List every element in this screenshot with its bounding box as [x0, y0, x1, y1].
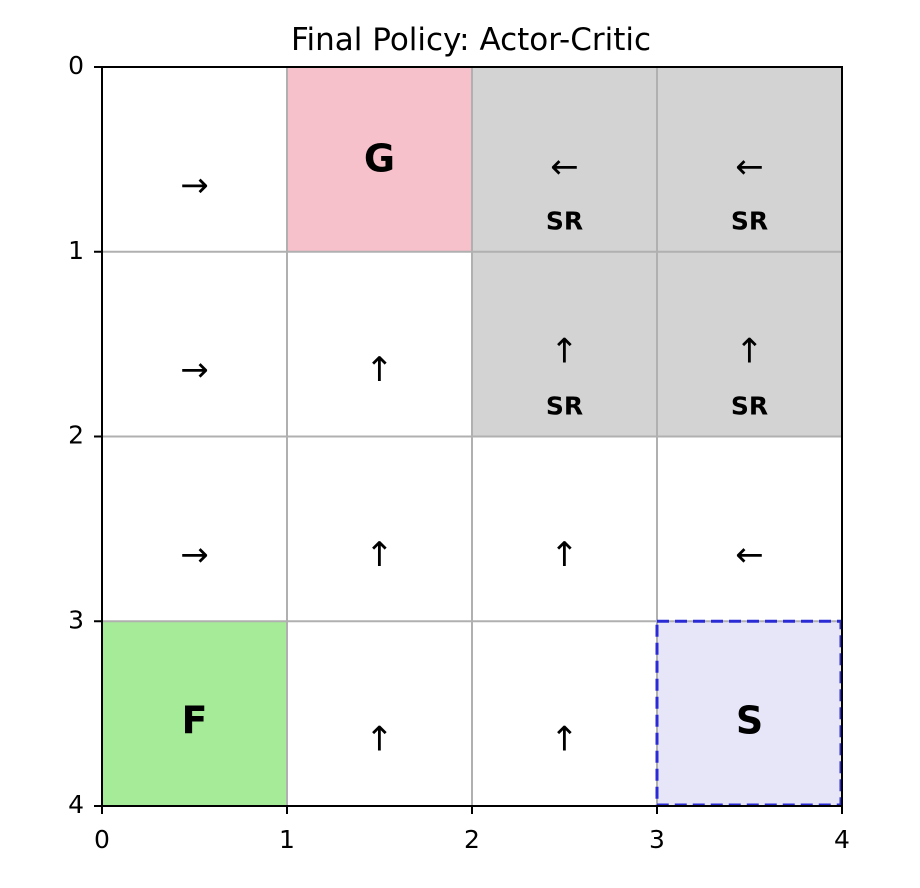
grid-cell-3-1: [287, 621, 472, 806]
grid-cell-1-1: [287, 251, 472, 437]
y-tick-label: 2: [68, 421, 84, 450]
chart-title: Final Policy: Actor-Critic: [291, 22, 651, 58]
grid-cell-3-2: [472, 621, 657, 806]
grid-cell-3-3: [657, 621, 842, 806]
policy-arrow: ←: [735, 535, 764, 575]
y-tick-label: 3: [68, 605, 84, 634]
sr-tag: SR: [731, 391, 768, 420]
grid-cell-0-1: [287, 67, 472, 252]
x-tick-label: 1: [279, 825, 295, 854]
grid-cell-0-3: [657, 67, 842, 252]
policy-arrow: ↑: [735, 332, 764, 372]
grid-cell-1-3: [657, 251, 842, 437]
sr-tag: SR: [546, 391, 583, 420]
grid-cells: [102, 67, 842, 806]
y-tick-label: 1: [68, 236, 84, 265]
grid-cell-0-0: [102, 67, 287, 252]
cell-labels: → G ← SR ← SR → ↑ ↑ SR ↑ SR → ↑ ↑ ← F ↑ ↑ S: [180, 137, 843, 807]
cell-label-f: F: [182, 698, 208, 742]
policy-arrow: →: [180, 165, 209, 205]
policy-arrow: ↑: [365, 720, 394, 760]
policy-arrow: →: [180, 535, 209, 575]
policy-arrow: ←: [735, 147, 764, 187]
x-tick-label: 0: [94, 825, 110, 854]
y-tick-label: 4: [68, 790, 84, 819]
x-tick-label: 3: [649, 825, 665, 854]
grid-cell-2-2: [472, 436, 657, 622]
grid-cell-0-2: [472, 67, 657, 252]
policy-arrow: →: [180, 350, 209, 390]
sr-tag: SR: [731, 207, 768, 236]
cell-label-g: G: [364, 137, 395, 181]
cell-label-s: S: [736, 698, 763, 742]
grid-cell-2-3: [657, 436, 842, 622]
policy-arrow: ↑: [550, 332, 579, 372]
y-tick-label: 0: [68, 51, 84, 80]
x-tick-label: 2: [464, 825, 480, 854]
policy-arrow: ↑: [550, 535, 579, 575]
grid-cell-2-0: [102, 436, 287, 622]
sr-tag: SR: [546, 207, 583, 236]
grid-cell-1-0: [102, 251, 287, 437]
policy-arrow: ↑: [550, 720, 579, 760]
x-tick-label: 4: [834, 825, 850, 854]
grid-cell-2-1: [287, 436, 472, 622]
policy-arrow: ↑: [365, 350, 394, 390]
policy-arrow: ←: [550, 147, 579, 187]
grid-cell-1-2: [472, 251, 657, 437]
grid-cell-3-0: [102, 621, 287, 806]
policy-arrow: ↑: [365, 535, 394, 575]
